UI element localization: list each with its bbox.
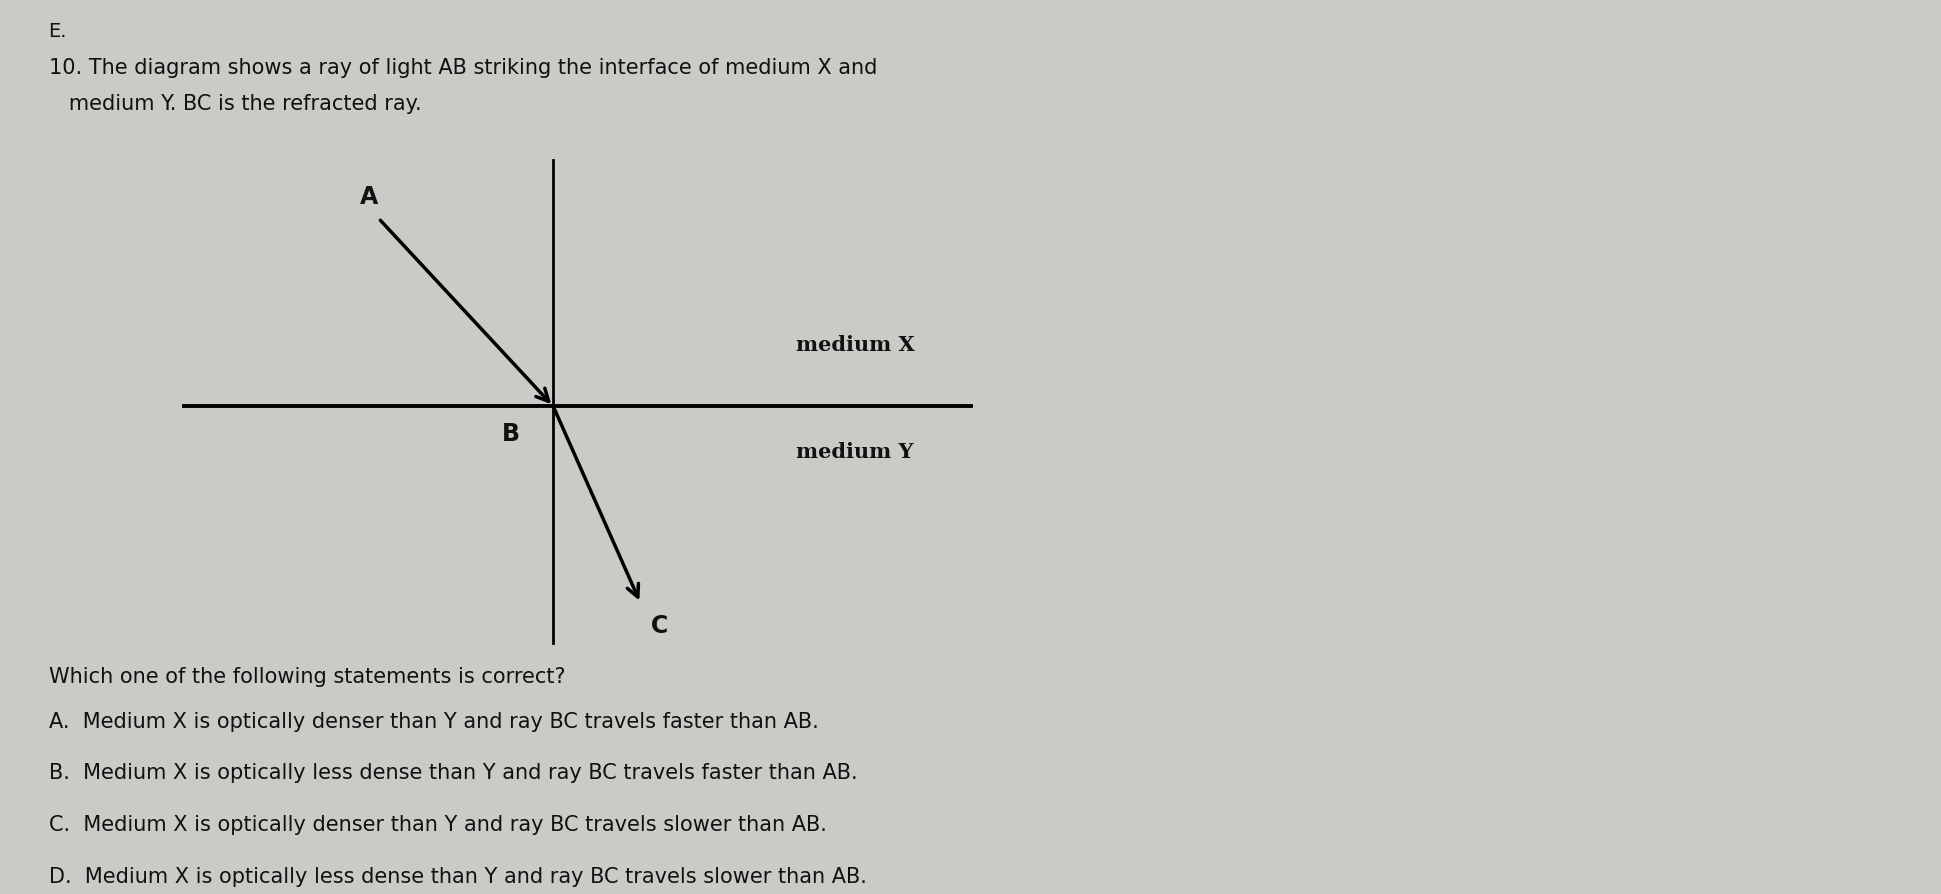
Text: C.  Medium X is optically denser than Y and ray BC travels slower than AB.: C. Medium X is optically denser than Y a… [49, 814, 827, 834]
Text: D.  Medium X is optically less dense than Y and ray BC travels slower than AB.: D. Medium X is optically less dense than… [49, 866, 866, 886]
Text: A: A [359, 185, 378, 208]
Text: C: C [652, 614, 668, 637]
Text: E.: E. [49, 22, 68, 41]
Text: B: B [501, 422, 520, 445]
Text: medium Y: medium Y [796, 442, 914, 461]
Text: 10. The diagram shows a ray of light AB striking the interface of medium X and: 10. The diagram shows a ray of light AB … [49, 58, 877, 78]
Text: B.  Medium X is optically less dense than Y and ray BC travels faster than AB.: B. Medium X is optically less dense than… [49, 763, 858, 782]
Text: A.  Medium X is optically denser than Y and ray BC travels faster than AB.: A. Medium X is optically denser than Y a… [49, 711, 819, 730]
Text: medium X: medium X [796, 334, 914, 354]
Text: Which one of the following statements is correct?: Which one of the following statements is… [49, 666, 565, 686]
Text: medium Y. BC is the refracted ray.: medium Y. BC is the refracted ray. [49, 94, 421, 114]
